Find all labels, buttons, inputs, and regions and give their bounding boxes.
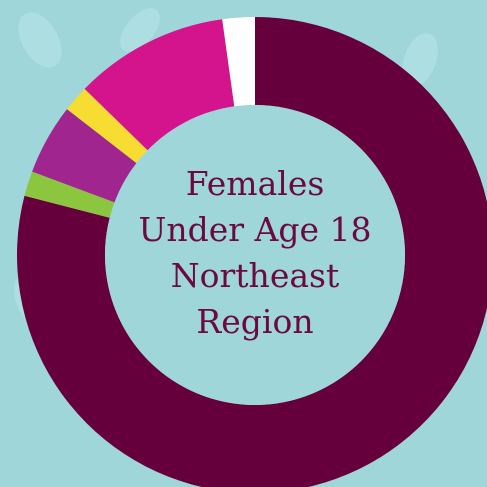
title-line: Region [196, 302, 313, 341]
title-line: Females [186, 164, 325, 203]
donut-segment [24, 171, 115, 218]
donut-segment [66, 88, 148, 164]
donut [17, 17, 487, 487]
donut-segment [84, 19, 235, 151]
title-line: Under Age 18 [139, 210, 372, 249]
center-title: Females Under Age 18 Northeast Region [139, 164, 372, 341]
donut-segment [32, 109, 137, 203]
title-line: Northeast [171, 256, 339, 295]
donut-hole [105, 105, 405, 405]
donut-segment [17, 17, 487, 487]
donut-segment [222, 17, 255, 107]
